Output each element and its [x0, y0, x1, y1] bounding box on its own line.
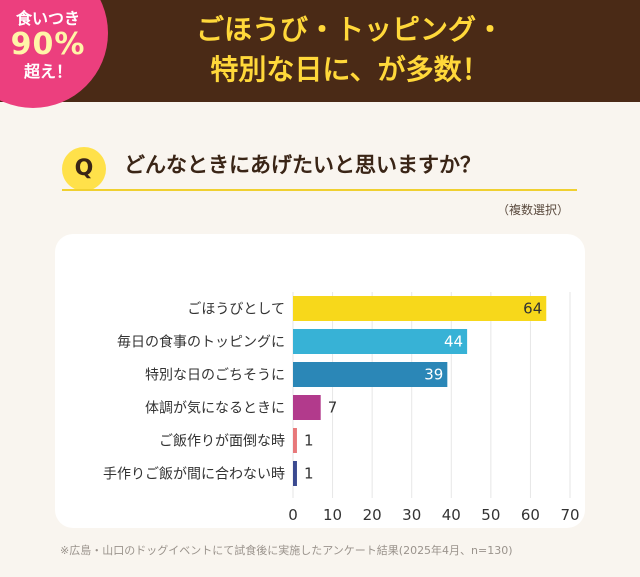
bar [293, 428, 297, 453]
category-label: ごほうびとして [187, 302, 285, 318]
headline-line2: 特別な日に、が多数！ [210, 53, 490, 86]
x-tick-label: 70 [560, 506, 579, 524]
category-label: 特別な日のごちそうに [145, 368, 285, 384]
x-tick-label: 10 [323, 506, 342, 524]
x-tick-label: 20 [363, 506, 382, 524]
bar-value-label: 1 [304, 465, 314, 483]
bar [293, 461, 297, 486]
bar-value-label: 7 [328, 399, 338, 417]
category-label: 毎日の食事のトッピングに [117, 334, 285, 351]
x-tick-label: 30 [402, 506, 421, 524]
question-row: Q どんなときにあげたいと思いますか？ [62, 145, 582, 193]
x-tick-label: 40 [442, 506, 461, 524]
bar [293, 329, 468, 354]
category-label: ご飯作りが面倒な時 [159, 433, 285, 450]
bar-value-label: 1 [304, 432, 314, 450]
badge-text: 食いつき 90% 超え！ [0, 9, 96, 81]
x-tick-label: 50 [481, 506, 500, 524]
question-mark-icon: Q [62, 147, 106, 191]
question-underline [62, 189, 577, 191]
category-label: 手作りご飯が間に合わない時 [103, 466, 285, 483]
x-tick-label: 0 [288, 506, 298, 524]
chart-card: 0 10 20 30 40 50 60 70 ごほうびとして 64 毎日の食事のトッピングに 44 特別… [55, 234, 585, 528]
headline: ごほうび・トッピング・ 特別な日に、が多数！ [140, 10, 560, 90]
bar-value-label: 64 [523, 300, 542, 318]
badge-line3: 超え！ [23, 61, 72, 81]
bar-value-label: 44 [444, 333, 463, 351]
survey-footnote: ※広島・山口のドッグイベントにて試食後に実施したアンケート結果(2025年4月、… [60, 544, 513, 557]
question-note: （複数選択） [497, 203, 570, 217]
promo-badge: 食いつき 90% 超え！ [0, 0, 110, 112]
bar [293, 296, 547, 321]
header-banner [0, 0, 640, 102]
bar [293, 362, 448, 387]
bar-chart: 0 10 20 30 40 50 60 70 ごほうびとして 64 毎日の食事のトッピングに 44 特別… [103, 292, 580, 524]
bar-value-label: 39 [424, 366, 443, 384]
question-text: どんなときにあげたいと思いますか？ [124, 153, 481, 177]
x-tick-label: 60 [521, 506, 540, 524]
badge-percent: 90% [10, 27, 86, 63]
badge-line1: 食いつき [15, 9, 80, 28]
bar [293, 395, 321, 420]
headline-line1: ごほうび・トッピング・ [195, 13, 504, 46]
category-label: 体調が気になるときに [145, 401, 285, 417]
